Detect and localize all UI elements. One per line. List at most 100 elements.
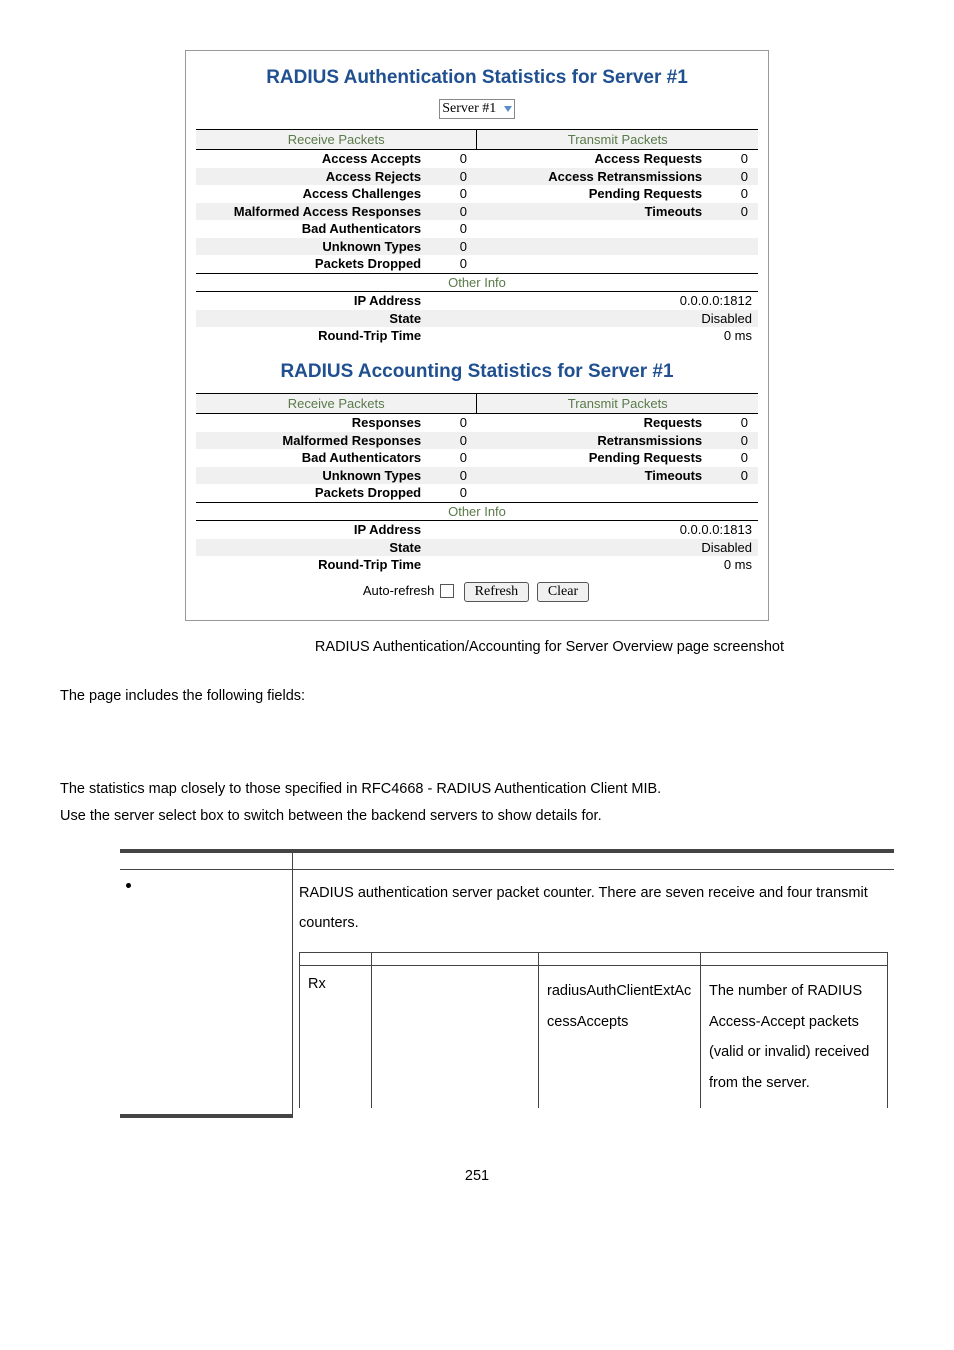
- table-row: Unknown Types0Timeouts0: [196, 467, 758, 485]
- table-row: Unknown Types0: [196, 238, 758, 256]
- auth-tx-header: Transmit Packets: [477, 130, 758, 150]
- table-row: Round-Trip Time0 ms: [196, 556, 758, 574]
- table-row: Access Accepts0Access Requests0: [196, 150, 758, 168]
- refresh-button[interactable]: Refresh: [464, 582, 530, 602]
- stat-label: Packets Dropped: [196, 484, 427, 502]
- info-label: State: [196, 310, 427, 328]
- page-number: 251: [60, 1168, 894, 1184]
- stat-value: 0: [708, 467, 758, 485]
- table-row: IP Address0.0.0.0:1813: [196, 521, 758, 539]
- stat-label: Access Accepts: [196, 150, 427, 168]
- table-row: Access Rejects0Access Retransmissions0: [196, 168, 758, 186]
- fields-leftcell: [120, 869, 293, 1116]
- server-select-value: Server #1: [442, 101, 496, 116]
- fields-header-left: [120, 851, 293, 870]
- stat-value: 0: [427, 150, 477, 168]
- info-label: IP Address: [196, 292, 427, 310]
- stat-value: 0: [427, 185, 477, 203]
- body-text-2: The statistics map closely to those spec…: [60, 778, 894, 801]
- fields-table: RADIUS authentication server packet coun…: [120, 849, 894, 1119]
- stat-value: 0: [427, 414, 477, 432]
- stat-label: Retransmissions: [477, 432, 708, 450]
- stat-value: 0: [427, 203, 477, 221]
- stat-label: Bad Authenticators: [196, 220, 427, 238]
- table-row: Packets Dropped0: [196, 255, 758, 273]
- acct-tx-header: Transmit Packets: [477, 394, 758, 414]
- stat-value: 0: [427, 255, 477, 273]
- body-text-1: The page includes the following fields:: [60, 685, 894, 708]
- table-row: Access Challenges0Pending Requests0: [196, 185, 758, 203]
- stat-label: Packets Dropped: [196, 255, 427, 273]
- body-text-3: Use the server select box to switch betw…: [60, 805, 894, 828]
- table-row: Bad Authenticators0Pending Requests0: [196, 449, 758, 467]
- inner-counters-table: Rx radiusAuthClientExtAccessAccepts The …: [299, 952, 888, 1108]
- fields-rightcell: RADIUS authentication server packet coun…: [293, 869, 895, 1116]
- stat-value: 0: [708, 203, 758, 221]
- inner-descr: The number of RADIUS Access-Accept packe…: [701, 966, 888, 1108]
- stat-label: Malformed Responses: [196, 432, 427, 450]
- table-row: Malformed Access Responses0Timeouts0: [196, 203, 758, 221]
- acct-stats-table: Receive Packets Transmit Packets Respons…: [196, 393, 758, 574]
- inner-name: [372, 966, 539, 1108]
- stat-value: 0: [427, 432, 477, 450]
- stat-value: 0: [708, 414, 758, 432]
- stat-label: Responses: [196, 414, 427, 432]
- fields-header-right: [293, 851, 895, 870]
- auto-refresh-label: Auto-refresh: [363, 583, 435, 598]
- table-row: StateDisabled: [196, 539, 758, 557]
- stat-label: Timeouts: [477, 203, 708, 221]
- stat-label: Access Challenges: [196, 185, 427, 203]
- stat-label: [477, 255, 708, 273]
- stat-value: [708, 255, 758, 273]
- info-value: Disabled: [427, 539, 758, 557]
- acct-recv-header: Receive Packets: [196, 394, 477, 414]
- stat-value: 0: [708, 185, 758, 203]
- stat-value: 0: [427, 168, 477, 186]
- info-value: 0 ms: [427, 556, 758, 574]
- stat-label: Access Requests: [477, 150, 708, 168]
- stat-label: Malformed Access Responses: [196, 203, 427, 221]
- clear-button[interactable]: Clear: [537, 582, 589, 602]
- stat-label: Bad Authenticators: [196, 449, 427, 467]
- auth-title: RADIUS Authentication Statistics for Ser…: [196, 67, 758, 89]
- info-value: Disabled: [427, 310, 758, 328]
- stat-value: 0: [427, 220, 477, 238]
- screenshot-panel: RADIUS Authentication Statistics for Ser…: [185, 50, 769, 621]
- table-row: Packets Dropped0: [196, 484, 758, 502]
- fields-desc: RADIUS authentication server packet coun…: [299, 878, 888, 939]
- chevron-down-icon: [504, 106, 512, 112]
- stat-label: Pending Requests: [477, 449, 708, 467]
- auto-refresh-checkbox[interactable]: [440, 584, 454, 598]
- stat-value: 0: [427, 467, 477, 485]
- stat-label: Access Rejects: [196, 168, 427, 186]
- stat-value: [708, 220, 758, 238]
- stat-value: 0: [708, 150, 758, 168]
- stat-value: 0: [427, 238, 477, 256]
- info-value: 0 ms: [427, 327, 758, 345]
- stat-label: [477, 484, 708, 502]
- inner-dir: Rx: [300, 966, 372, 1108]
- stat-label: Timeouts: [477, 467, 708, 485]
- info-value: 0.0.0.0:1812: [427, 292, 758, 310]
- screenshot-caption: RADIUS Authentication/Accounting for Ser…: [60, 639, 784, 655]
- acct-otherinfo-header: Other Info: [196, 502, 758, 521]
- stat-value: 0: [708, 432, 758, 450]
- inner-rfc: radiusAuthClientExtAccessAccepts: [539, 966, 701, 1108]
- stat-value: 0: [427, 449, 477, 467]
- stat-value: [708, 484, 758, 502]
- stat-value: 0: [708, 168, 758, 186]
- stat-value: 0: [427, 484, 477, 502]
- stat-value: [708, 238, 758, 256]
- stat-label: [477, 238, 708, 256]
- table-row: StateDisabled: [196, 310, 758, 328]
- stat-label: Unknown Types: [196, 238, 427, 256]
- stat-label: [477, 220, 708, 238]
- table-row: IP Address0.0.0.0:1812: [196, 292, 758, 310]
- server-select[interactable]: Server #1: [439, 99, 515, 119]
- auth-stats-table: Receive Packets Transmit Packets Access …: [196, 129, 758, 345]
- stat-label: Requests: [477, 414, 708, 432]
- info-label: IP Address: [196, 521, 427, 539]
- info-label: Round-Trip Time: [196, 556, 427, 574]
- info-value: 0.0.0.0:1813: [427, 521, 758, 539]
- info-label: State: [196, 539, 427, 557]
